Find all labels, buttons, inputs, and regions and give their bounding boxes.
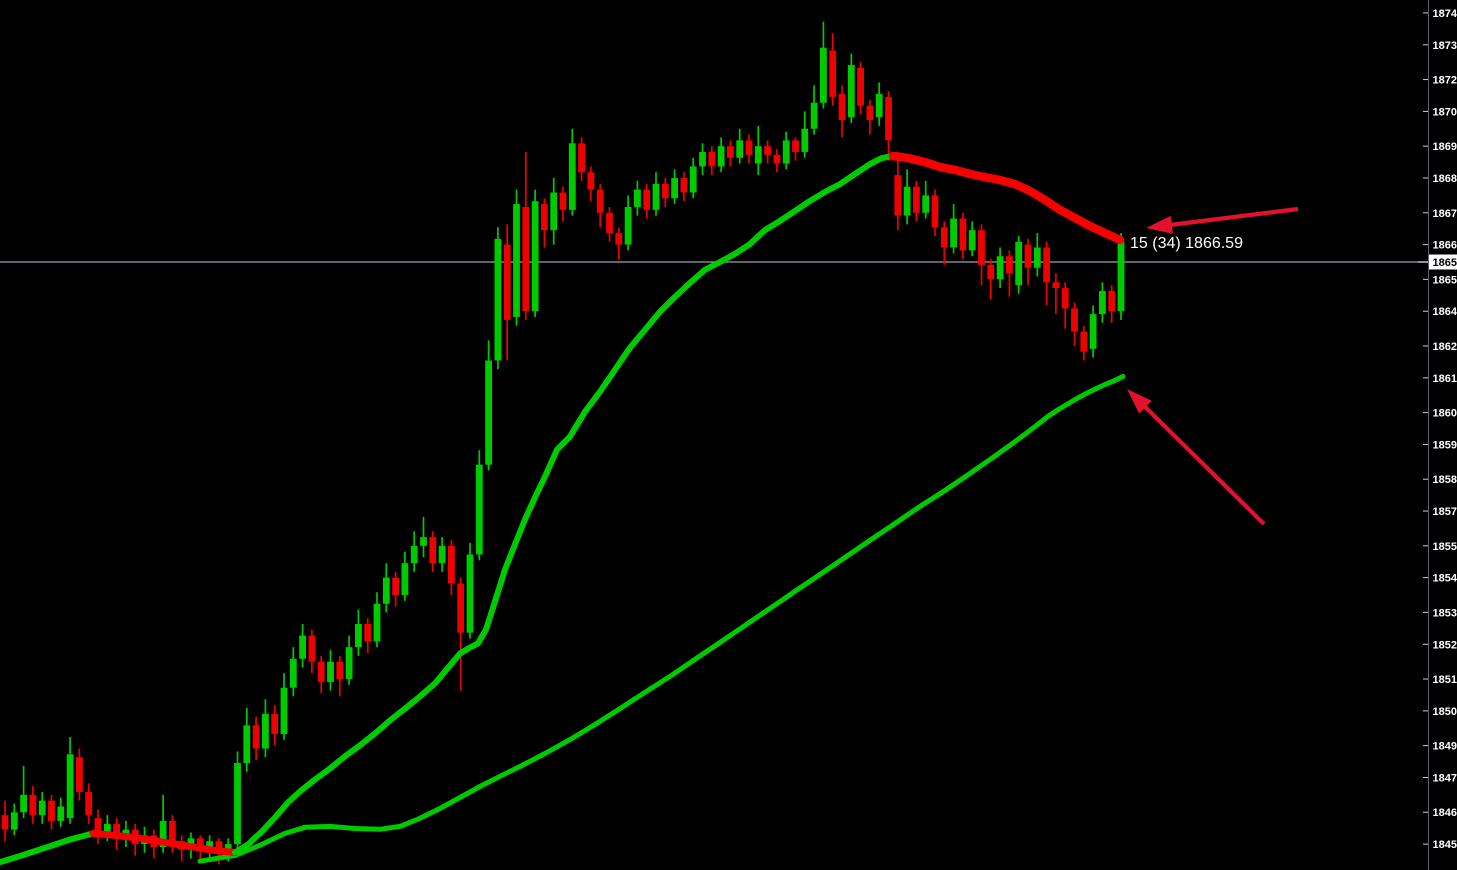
svg-text:1868.6: 1868.6 (1433, 173, 1457, 185)
svg-text:1853.6: 1853.6 (1433, 607, 1457, 619)
svg-text:1862.8: 1862.8 (1433, 341, 1457, 353)
svg-text:1850.2: 1850.2 (1433, 706, 1457, 718)
svg-text:1858.2: 1858.2 (1433, 474, 1457, 486)
current-price-value: 1865.7 (1433, 257, 1457, 269)
svg-text:1851.3: 1851.3 (1433, 674, 1457, 686)
ma-value-label[interactable]: 15 (34) 1866.59 (1130, 235, 1243, 252)
svg-text:1869.7: 1869.7 (1433, 141, 1457, 153)
svg-text:1849.0: 1849.0 (1433, 741, 1457, 753)
candles-group (1, 21, 1125, 865)
svg-text:1866.3: 1866.3 (1433, 240, 1457, 252)
svg-text:1852.5: 1852.5 (1433, 639, 1457, 651)
svg-text:1860.5: 1860.5 (1433, 408, 1457, 420)
current-price-box (1429, 254, 1457, 270)
svg-text:1861.7: 1861.7 (1433, 373, 1457, 385)
slow-ma-line (197, 373, 1126, 864)
price-axis[interactable]: 1874.3 1873.2 1872.0 1870.9 1869.7 1868.6 1867… (1423, 0, 1457, 870)
svg-text:1867.4: 1867.4 (1433, 208, 1457, 220)
svg-text:1859.4: 1859.4 (1433, 439, 1457, 451)
svg-text:1857.1: 1857.1 (1433, 506, 1457, 518)
svg-text:1873.2: 1873.2 (1433, 40, 1457, 52)
svg-text:1847.9: 1847.9 (1433, 772, 1457, 784)
svg-text:1870.9: 1870.9 (1433, 106, 1457, 118)
current-price-tag: 1865.7 (1418, 254, 1457, 270)
svg-text:1874.3: 1874.3 (1433, 8, 1457, 20)
svg-text:1846.7: 1846.7 (1433, 807, 1457, 819)
svg-text:1865.1: 1865.1 (1433, 274, 1457, 286)
svg-text:1872.0: 1872.0 (1433, 75, 1457, 87)
svg-text:1845.6: 1845.6 (1433, 839, 1457, 851)
svg-text:1855.9: 1855.9 (1433, 541, 1457, 553)
fast-ma-line (0, 151, 1125, 866)
svg-text:1864.0: 1864.0 (1433, 306, 1457, 318)
trend-arrows[interactable] (1127, 206, 1299, 526)
svg-text:1854.8: 1854.8 (1433, 573, 1457, 585)
